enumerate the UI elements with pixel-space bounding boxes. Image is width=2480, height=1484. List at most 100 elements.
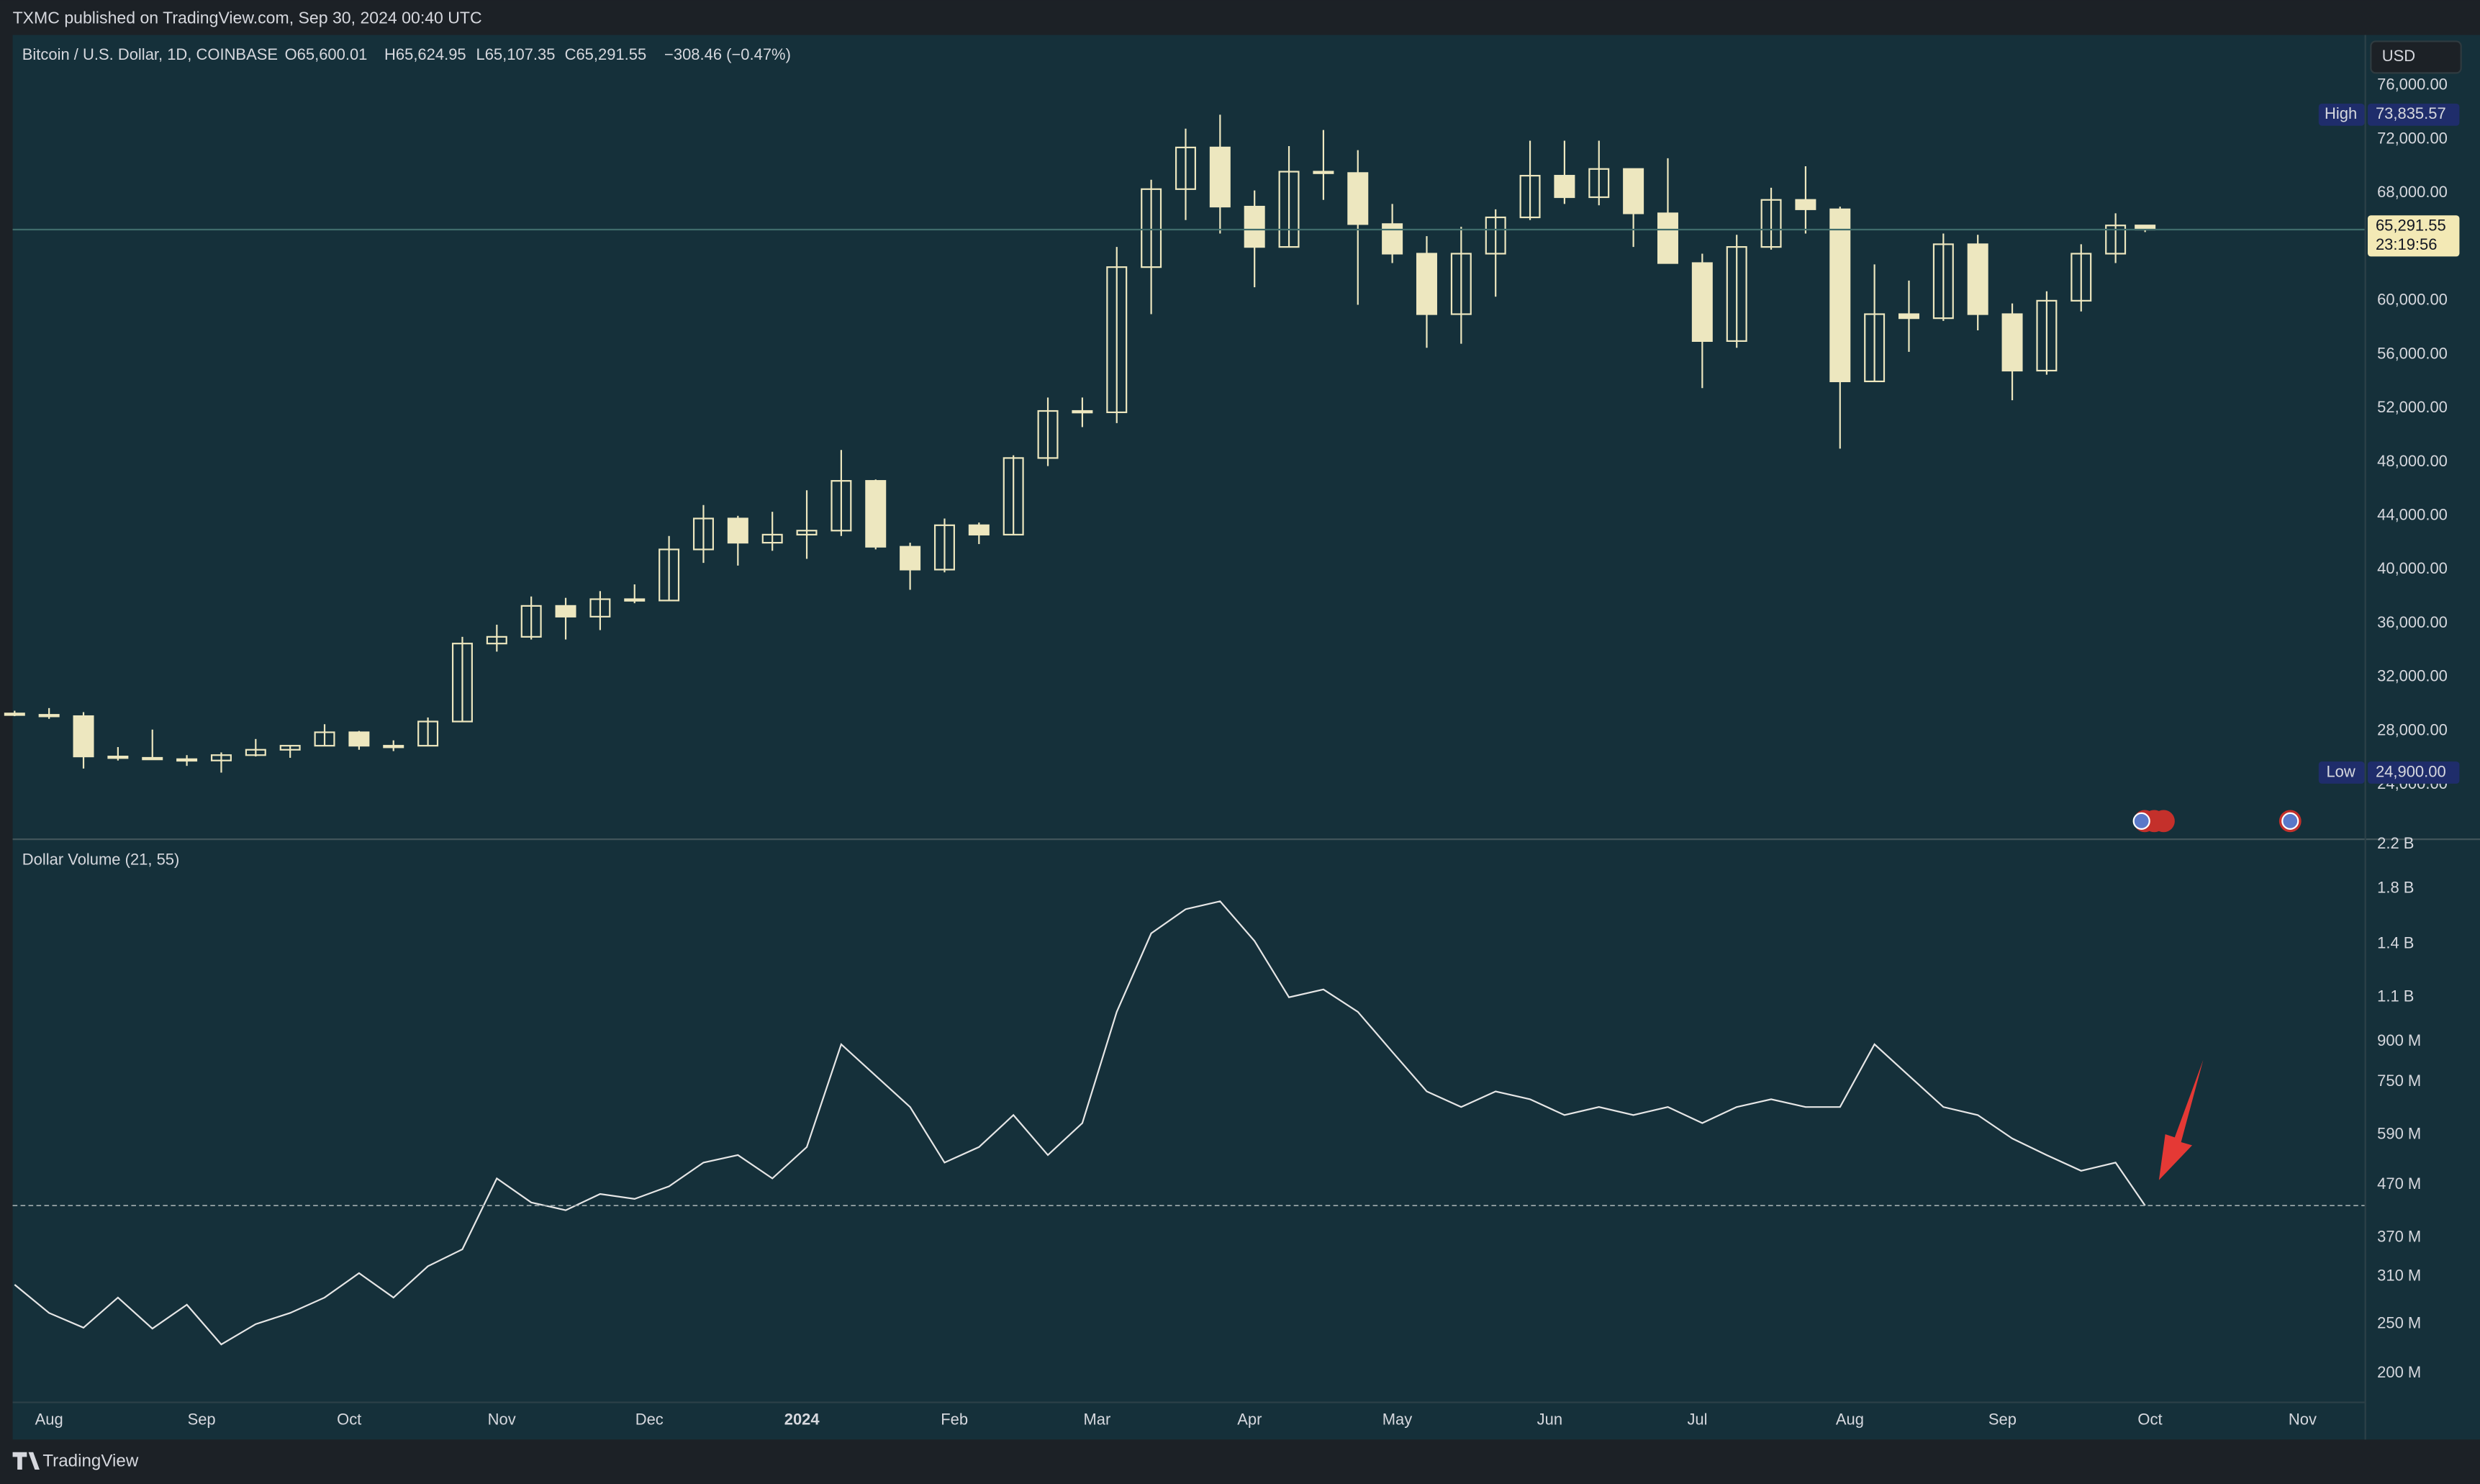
candle-body — [142, 756, 163, 761]
candle-body — [1864, 313, 1886, 383]
y-tick-label: 250 M — [2377, 1314, 2421, 1332]
y-tick-label: 76,000.00 — [2377, 76, 2448, 94]
candle-body — [1003, 457, 1024, 535]
marker-value-box — [2367, 104, 2460, 126]
candle-body — [1588, 168, 1610, 199]
y-tick-label: 52,000.00 — [2377, 398, 2448, 416]
candle-body — [1898, 313, 1919, 320]
candle-body — [2001, 313, 2023, 372]
candle-body — [1760, 199, 1782, 248]
x-tick-label: Feb — [941, 1411, 968, 1429]
x-tick-label: Mar — [1083, 1411, 1110, 1429]
candle-body — [520, 605, 542, 638]
x-tick-label: Apr — [1237, 1411, 1262, 1429]
x-tick-label: Jul — [1687, 1411, 1707, 1429]
annotation-arrow — [2158, 1059, 2204, 1180]
x-tick-label: 2024 — [784, 1411, 820, 1429]
y-tick-label: 28,000.00 — [2377, 720, 2448, 738]
candle-body — [555, 605, 576, 617]
last-price-label: 65,291.55 — [2376, 216, 2446, 234]
candle-body — [176, 758, 198, 762]
candle-body — [1795, 199, 1816, 210]
candle-body — [589, 598, 611, 617]
y-tick-label: 310 M — [2377, 1267, 2421, 1285]
candle-body — [1313, 171, 1334, 174]
x-tick-label: Oct — [337, 1411, 361, 1429]
y-tick-label: 60,000.00 — [2377, 291, 2448, 309]
marker-value-box — [2367, 761, 2460, 784]
candle-body — [1967, 243, 1988, 315]
candle-body — [727, 517, 748, 544]
marker-box — [2318, 761, 2365, 784]
marker-value: 24,900.00 — [2376, 762, 2446, 780]
candle-body — [624, 598, 646, 602]
y-tick-label: 56,000.00 — [2377, 344, 2448, 362]
flag-icon[interactable] — [2153, 810, 2175, 833]
ohlc-change: −308.46 (−0.47%) — [664, 45, 791, 63]
y-tick-label: 48,000.00 — [2377, 452, 2448, 470]
candle-body — [1829, 208, 1851, 383]
candle-body — [210, 754, 232, 761]
candle-body — [417, 720, 439, 747]
candle-body — [1485, 216, 1506, 255]
candle-body — [1554, 175, 1575, 199]
currency-button[interactable] — [2370, 40, 2462, 74]
y-tick-label: 1.4 B — [2377, 934, 2414, 952]
x-tick-label: Nov — [2289, 1411, 2317, 1429]
publisher: TXMC published on TradingView.com, Sep 3… — [13, 9, 482, 27]
candle-body — [1175, 146, 1196, 190]
candle-body — [1244, 205, 1265, 248]
ohlc-high: H65,624.95 — [384, 45, 466, 63]
candle-body — [1382, 223, 1403, 255]
y-tick-label: 370 M — [2377, 1228, 2421, 1246]
volume-title: Dollar Volume (21, 55) — [22, 851, 180, 869]
candle-body — [2036, 299, 2058, 372]
x-tick-label: Sep — [188, 1411, 216, 1429]
currency[interactable]: USD — [2382, 47, 2415, 65]
flag-icon — [2281, 812, 2299, 830]
x-tick-label: Sep — [1988, 1411, 2017, 1429]
y-tick-label: 36,000.00 — [2377, 613, 2448, 631]
candle-body — [1278, 171, 1300, 248]
x-tick-label: Nov — [488, 1411, 516, 1429]
y-tick-label: 1.8 B — [2377, 879, 2414, 897]
candle-body — [761, 533, 783, 544]
candle-body — [1450, 253, 1472, 315]
candle-body — [383, 745, 404, 748]
candle-body — [486, 635, 507, 645]
volume-line — [14, 900, 2146, 1346]
ohlc-low: L65,107.35 — [476, 45, 556, 63]
candle-body — [865, 480, 887, 548]
candle-body — [1106, 266, 1128, 413]
candle-body — [659, 548, 680, 602]
marker-box — [2318, 104, 2365, 126]
candle-body — [4, 712, 25, 716]
candle-body — [796, 530, 818, 535]
candle-body — [1657, 212, 1678, 264]
brand-logo — [12, 1452, 40, 1470]
marker-name: Low — [2326, 762, 2355, 780]
y-tick-label: 1.1 B — [2377, 987, 2414, 1005]
candle-body — [1519, 175, 1541, 219]
x-tick-label: Aug — [35, 1411, 63, 1429]
y-tick-label: 68,000.00 — [2377, 183, 2448, 201]
candle-body — [1347, 172, 1369, 225]
y-tick-label: 44,000.00 — [2377, 506, 2448, 524]
candles — [4, 114, 2156, 773]
countdown: 23:19:56 — [2376, 235, 2438, 253]
footer: TradingView — [12, 1451, 139, 1470]
candle-body — [1209, 146, 1231, 208]
marker-value: 73,835.57 — [2376, 104, 2446, 122]
candle-body — [38, 714, 60, 718]
candle-body — [1072, 410, 1093, 414]
brand: TradingView — [42, 1451, 138, 1470]
candle-body — [692, 517, 714, 551]
candle-body — [1932, 243, 1954, 320]
y-tick-label: 40,000.00 — [2377, 559, 2448, 577]
candle-body — [1726, 246, 1747, 342]
candle-body — [1037, 410, 1059, 459]
candle-body — [451, 643, 473, 723]
y-tick-label: 750 M — [2377, 1072, 2421, 1090]
y-tick-label: 470 M — [2377, 1175, 2421, 1193]
